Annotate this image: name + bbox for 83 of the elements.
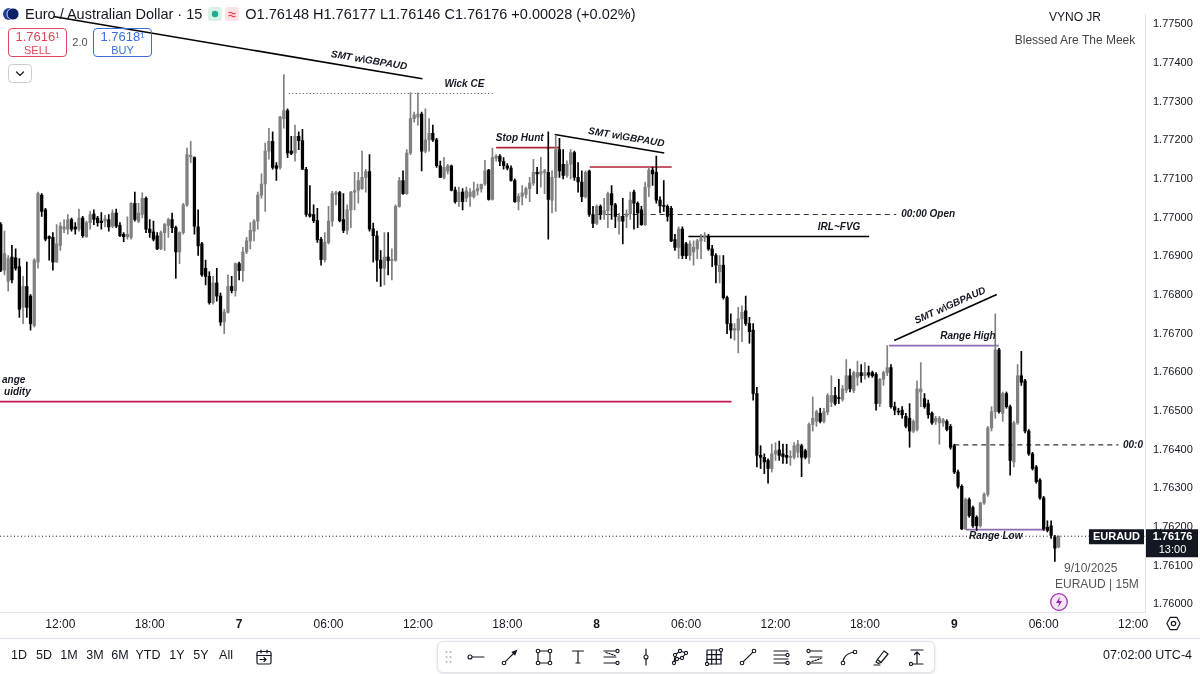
candlestick <box>781 443 785 464</box>
candlestick <box>520 185 524 206</box>
annotation: Wick CE <box>444 78 485 90</box>
candlestick <box>386 232 390 276</box>
x-tick-label: 06:00 <box>671 616 702 631</box>
text: 1M <box>59 648 79 662</box>
annotation: VYNO JR <box>1048 10 1102 24</box>
annotation: SELL <box>23 44 52 56</box>
chart-title: Euro / Australian Dollar · 15 <box>25 6 203 22</box>
text: 1.76176 <box>1152 529 1193 542</box>
annotation: IRL~FVG <box>817 221 861 233</box>
text: 1D <box>10 648 28 662</box>
sell-button: 1.7616¹ SELL <box>8 28 67 57</box>
candlestick <box>73 222 77 235</box>
candlestick <box>103 214 107 228</box>
text: All <box>218 648 234 662</box>
ref-line-label: EURAUD <box>1092 529 1141 542</box>
candlestick <box>535 167 539 194</box>
chart-subtitle: O1.76148 H1.76177 L1.76146 C1.76176 +0.00028 (+0.02%) <box>245 6 636 22</box>
annotation: SMT w\GBPAUD <box>330 48 409 72</box>
text: 3M <box>85 648 105 662</box>
annotation: Range Low <box>969 529 1024 541</box>
y-tick-label: 1.76600 <box>1153 365 1193 378</box>
y-tick-label: 1.77300 <box>1153 94 1193 107</box>
y-tick-label: 1.76400 <box>1153 442 1193 455</box>
candlestick <box>617 212 621 235</box>
annotation: uidity <box>4 386 32 398</box>
x-tick-label: 12:00 <box>760 616 791 631</box>
annotation: EURAUD | 15M <box>1055 577 1139 591</box>
x-tick-label: 8 <box>593 616 601 631</box>
y-tick-label: 1.76100 <box>1153 558 1193 571</box>
annotation: BUY <box>110 44 135 56</box>
x-tick-label: 12:00 <box>45 616 76 631</box>
text: 13:00 <box>1158 542 1187 555</box>
annotation: SMT w\GBPAUD <box>587 124 666 149</box>
text: 1Y <box>168 648 186 662</box>
x-tick-label: 18:00 <box>492 616 523 631</box>
y-tick-label: 1.76900 <box>1153 249 1193 262</box>
text: 5D <box>35 648 53 662</box>
x-tick-label: 06:00 <box>1028 616 1060 631</box>
annotation: 00:00 Open <box>901 208 956 220</box>
x-tick-label: 7 <box>235 616 243 631</box>
candlestick <box>785 443 789 464</box>
annotation: ange <box>2 374 26 386</box>
candlestick <box>546 131 550 240</box>
x-tick-label: 12:00 <box>402 616 434 631</box>
candlestick <box>416 92 420 126</box>
annotation: 2.0 <box>71 36 89 48</box>
x-tick-label: 12:00 <box>1118 616 1149 631</box>
candlestick <box>699 233 703 259</box>
candlestick <box>539 156 543 188</box>
text: YTD <box>134 648 162 662</box>
y-tick-label: 1.76500 <box>1153 403 1193 416</box>
y-tick-label: 1.76300 <box>1153 481 1193 494</box>
text: 6M <box>110 648 130 662</box>
y-tick-label: 1.76000 <box>1153 597 1193 610</box>
x-tick-label: 9 <box>950 616 958 631</box>
annotation: Blessed Are The Meek <box>1013 33 1137 47</box>
y-tick-label: 1.77500 <box>1153 17 1193 30</box>
annotation: 1.7618¹ <box>99 29 146 44</box>
annotation: 1.7616¹ <box>14 29 61 44</box>
text: 07:02:00 UTC-4 <box>1103 648 1192 662</box>
y-tick-label: 1.76700 <box>1153 326 1193 339</box>
annotation: 00:0 <box>1122 438 1144 450</box>
candlestick <box>859 364 863 383</box>
y-tick-label: 1.77400 <box>1153 55 1193 68</box>
x-tick-label: 06:00 <box>313 616 344 631</box>
text: 5Y <box>192 648 210 662</box>
annotation: 9/10/2025 <box>1064 561 1118 575</box>
x-tick-label: 18:00 <box>134 616 166 631</box>
y-tick-label: 1.76200 <box>1153 519 1193 532</box>
y-tick-label: 1.77100 <box>1153 171 1193 184</box>
x-tick-label: 18:00 <box>849 616 881 631</box>
buy-button: 1.7618¹ BUY <box>93 28 152 57</box>
y-tick-label: 1.77200 <box>1153 133 1193 146</box>
candlestick <box>885 345 889 377</box>
candlestick <box>863 362 867 380</box>
candlestick <box>837 378 841 404</box>
candlestick <box>468 188 472 207</box>
y-tick-label: 1.76800 <box>1153 287 1193 300</box>
y-tick-label: 1.77000 <box>1153 210 1193 223</box>
annotation: Range High <box>940 330 996 342</box>
annotation: Stop Hunt <box>495 132 545 144</box>
